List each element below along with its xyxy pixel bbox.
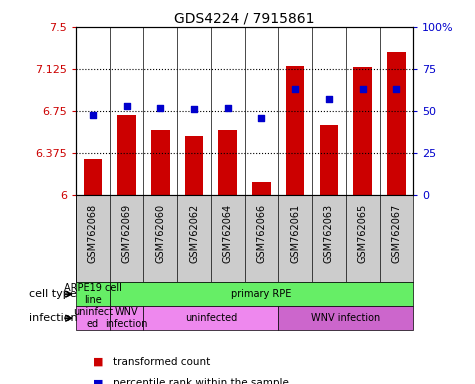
Text: cell type: cell type (29, 289, 76, 299)
Text: ■: ■ (93, 357, 104, 367)
Point (224, 105, 232, 111)
Text: GSM762068: GSM762068 (88, 204, 98, 263)
Text: GSM762062: GSM762062 (189, 204, 199, 263)
Text: ARPE19 cell
line: ARPE19 cell line (64, 283, 122, 305)
Text: transformed count: transformed count (113, 357, 210, 367)
Bar (117, 114, 136, 195)
Text: WNV infection: WNV infection (311, 313, 380, 323)
Bar (185, 136, 203, 195)
Text: GSM762064: GSM762064 (223, 204, 233, 263)
Bar (387, 51, 406, 195)
Text: ■: ■ (93, 378, 104, 384)
Bar (286, 66, 304, 195)
Bar (151, 130, 170, 195)
Point (359, 86, 367, 92)
Text: primary RPE: primary RPE (231, 289, 292, 299)
Text: percentile rank within the sample: percentile rank within the sample (113, 378, 289, 384)
Text: GSM762066: GSM762066 (256, 204, 266, 263)
Point (156, 105, 164, 111)
Point (325, 96, 332, 103)
Text: GSM762060: GSM762060 (155, 204, 165, 263)
Point (123, 103, 130, 109)
Bar (218, 130, 237, 195)
Point (393, 86, 400, 92)
Point (292, 86, 299, 92)
Text: infection: infection (29, 313, 77, 323)
Bar (84, 159, 102, 195)
Text: uninfect
ed: uninfect ed (73, 308, 113, 329)
Title: GDS4224 / 7915861: GDS4224 / 7915861 (174, 12, 315, 26)
Bar (252, 182, 271, 195)
Text: GSM762069: GSM762069 (122, 204, 132, 263)
Point (257, 115, 265, 121)
Bar (110, 306, 143, 330)
Bar (320, 125, 338, 195)
Bar (143, 306, 278, 330)
Bar (110, 282, 413, 306)
Bar (353, 67, 372, 195)
Point (89, 111, 97, 118)
Bar (278, 306, 413, 330)
Text: uninfected: uninfected (185, 313, 237, 323)
Text: GSM762061: GSM762061 (290, 204, 300, 263)
Text: GSM762065: GSM762065 (358, 204, 368, 263)
Text: GSM762063: GSM762063 (324, 204, 334, 263)
Text: GSM762067: GSM762067 (391, 204, 401, 263)
Point (190, 106, 198, 113)
Text: WNV
infection: WNV infection (105, 308, 148, 329)
Bar (76, 282, 110, 306)
Bar (76, 306, 110, 330)
